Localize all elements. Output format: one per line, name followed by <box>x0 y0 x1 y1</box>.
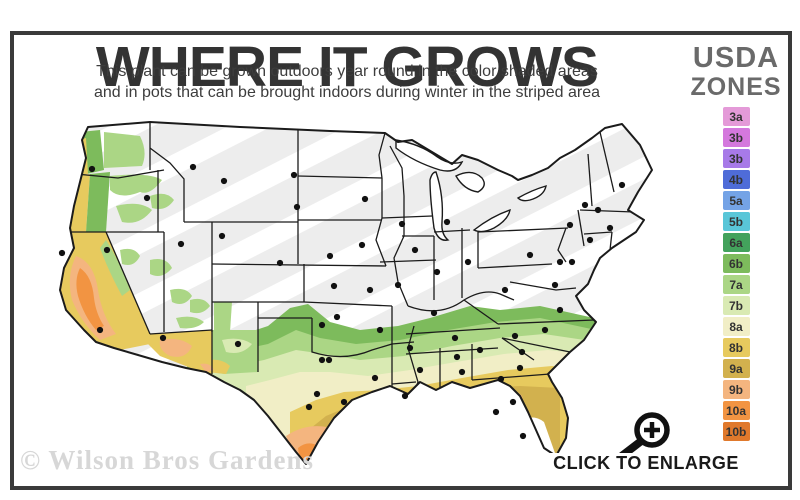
zone-chip-10a: 10a <box>722 401 750 420</box>
legend-title-zones: ZONES <box>690 73 782 101</box>
watermark: © Wilson Bros Gardens <box>20 445 314 475</box>
zone-chip-3b: 3b <box>722 128 750 147</box>
zone-chip-7b: 7b <box>722 296 750 315</box>
click-to-enlarge-button[interactable]: CLICK TO ENLARGE <box>543 453 749 474</box>
border-frame <box>10 31 792 490</box>
zone-chip-10b: 10b <box>722 422 750 441</box>
zone-list: 3a 3b 3b 4b 5a 5b 6a 6b 7a 7b 8a 8b 9a 9b 10a 10b <box>686 107 786 441</box>
us-outline <box>59 121 653 465</box>
zone-chip-8a: 8a <box>722 317 750 336</box>
great-lakes <box>395 139 547 241</box>
zone-chip-6b: 6b <box>722 254 750 273</box>
zone-chip-3b: 3b <box>722 149 750 168</box>
zone-chip-7a: 7a <box>722 275 750 294</box>
zone-chip-3a: 3a <box>722 107 750 126</box>
subtitle: This plant can be grown outdoors year ro… <box>47 62 647 104</box>
map-body <box>60 122 652 464</box>
zone-chip-5b: 5b <box>722 212 750 231</box>
page-title: WHERE IT GROWS <box>79 37 615 99</box>
zone-chip-9b: 9b <box>722 380 750 399</box>
zone-chip-4b: 4b <box>722 170 750 189</box>
city-dots <box>58 163 626 440</box>
zone-chip-9a: 9a <box>722 359 750 378</box>
usda-zones-legend: USDA ZONES 3a 3b 3b 4b 5a 5b 6a 6b 7a 7b 8a 8b 9a 9b 1… <box>686 44 786 441</box>
zone-chip-5a: 5a <box>722 191 750 210</box>
legend-title-usda: USDA <box>692 42 780 74</box>
subtitle-line-2: and in pots that can be brought indoors … <box>93 83 601 101</box>
subtitle-line-1: This plant can be grown outdoors year ro… <box>96 63 598 80</box>
zone-chip-8b: 8b <box>722 338 750 357</box>
zone-chip-6a: 6a <box>722 233 750 252</box>
